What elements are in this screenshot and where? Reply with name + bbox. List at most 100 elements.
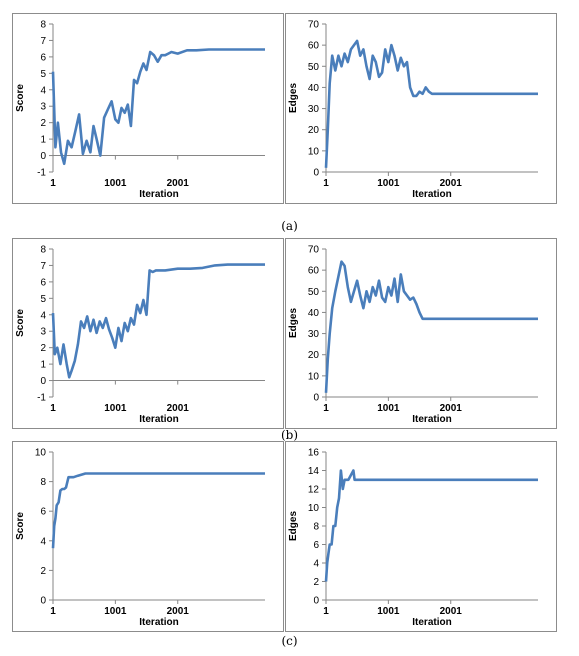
y-tick-label: 50 bbox=[308, 287, 320, 298]
y-axis-title: Edges bbox=[288, 83, 299, 113]
y-tick-label: 1 bbox=[40, 360, 46, 371]
chart-panel-4: 0 2 4 6 8 10 1 1001 2001 Iteration Score bbox=[12, 441, 284, 632]
y-tick-label: 6 bbox=[40, 277, 46, 288]
x-tick-label: 1001 bbox=[377, 606, 400, 617]
y-tick-label: 0 bbox=[313, 393, 319, 404]
y-tick-label: 60 bbox=[308, 266, 320, 277]
chart-panel-1: 0 10 20 30 40 50 60 70 1 1001 2001 Iteration Edges bbox=[285, 13, 557, 204]
y-tick-label: 0 bbox=[40, 151, 46, 162]
y-tick-label: 6 bbox=[313, 540, 319, 551]
y-tick-label: 5 bbox=[40, 294, 46, 305]
y-tick-label: 10 bbox=[308, 371, 320, 382]
series-line-0 bbox=[324, 469, 538, 582]
series-line-0 bbox=[51, 263, 265, 379]
y-tick-label: -1 bbox=[37, 393, 46, 404]
x-tick-label: 2001 bbox=[167, 403, 190, 414]
y-tick-label: 1 bbox=[40, 135, 46, 146]
y-tick-label: 20 bbox=[308, 350, 320, 361]
series-line-0 bbox=[51, 48, 265, 166]
y-tick-label: 7 bbox=[40, 36, 46, 47]
y-tick-label: 8 bbox=[40, 245, 46, 256]
y-tick-label: 3 bbox=[40, 327, 46, 338]
y-tick-label: 2 bbox=[313, 577, 319, 588]
y-tick-label: 7 bbox=[40, 261, 46, 272]
y-tick-label: 8 bbox=[313, 522, 319, 533]
y-tick-label: 4 bbox=[313, 559, 319, 570]
y-tick-label: 4 bbox=[40, 85, 46, 96]
y-tick-label: 14 bbox=[308, 466, 320, 477]
x-tick-label: 1001 bbox=[377, 403, 400, 414]
y-tick-label: 30 bbox=[308, 329, 320, 340]
y-tick-label: 2 bbox=[40, 343, 46, 354]
x-tick-label: 2001 bbox=[167, 178, 190, 189]
x-tick-label: 1001 bbox=[104, 403, 127, 414]
y-tick-label: 3 bbox=[40, 102, 46, 113]
chart-panel-0: -1 0 1 2 3 4 5 6 7 8 1 1001 2001 Iteration Score bbox=[12, 13, 284, 204]
y-tick-label: 6 bbox=[40, 507, 46, 518]
y-tick-label: 0 bbox=[40, 376, 46, 387]
x-axis-title: Iteration bbox=[139, 414, 178, 425]
x-tick-label: 1001 bbox=[104, 178, 127, 189]
y-tick-label: 70 bbox=[308, 245, 320, 256]
y-tick-label: 2 bbox=[40, 118, 46, 129]
y-axis-title: Score bbox=[15, 309, 26, 337]
y-tick-label: 30 bbox=[308, 104, 320, 115]
y-tick-label: 5 bbox=[40, 69, 46, 80]
y-axis-title: Edges bbox=[288, 308, 299, 338]
caption-a: (a) bbox=[281, 219, 298, 233]
y-tick-label: 0 bbox=[313, 596, 319, 607]
x-axis-title: Iteration bbox=[412, 414, 451, 425]
y-tick-label: 60 bbox=[308, 41, 320, 52]
series-line-0 bbox=[51, 472, 265, 549]
y-tick-label: 40 bbox=[308, 83, 320, 94]
x-tick-label: 1 bbox=[323, 178, 329, 189]
series-line-0 bbox=[324, 260, 538, 393]
y-tick-label: 20 bbox=[308, 125, 320, 136]
y-axis-title: Edges bbox=[288, 511, 299, 541]
x-tick-label: 2001 bbox=[440, 178, 463, 189]
y-tick-label: 0 bbox=[313, 168, 319, 179]
x-axis-title: Iteration bbox=[412, 617, 451, 628]
series-line-0 bbox=[324, 39, 538, 168]
x-tick-label: 1 bbox=[50, 606, 56, 617]
x-tick-label: 1 bbox=[50, 403, 56, 414]
chart-panel-2: -1 0 1 2 3 4 5 6 7 8 1 1001 2001 Iteration Score bbox=[12, 238, 284, 429]
x-tick-label: 1 bbox=[50, 178, 56, 189]
y-tick-label: 16 bbox=[308, 448, 320, 459]
y-tick-label: 4 bbox=[40, 536, 46, 547]
y-tick-label: 70 bbox=[308, 20, 320, 31]
chart-panel-5: 0 2 4 6 8 10 12 14 16 1 1001 2001 Iteration Edges bbox=[285, 441, 557, 632]
y-tick-label: 10 bbox=[308, 146, 320, 157]
x-tick-label: 1 bbox=[323, 606, 329, 617]
y-tick-label: 10 bbox=[35, 448, 47, 459]
y-tick-label: 8 bbox=[40, 477, 46, 488]
y-axis-title: Score bbox=[15, 512, 26, 540]
y-tick-label: 10 bbox=[308, 503, 320, 514]
x-axis-title: Iteration bbox=[412, 189, 451, 200]
caption-c: (c) bbox=[281, 634, 298, 648]
y-tick-label: 8 bbox=[40, 20, 46, 31]
x-axis-title: Iteration bbox=[139, 617, 178, 628]
x-tick-label: 1001 bbox=[104, 606, 127, 617]
y-tick-label: 4 bbox=[40, 310, 46, 321]
y-tick-label: 6 bbox=[40, 52, 46, 63]
y-tick-label: 40 bbox=[308, 308, 320, 319]
y-tick-label: 50 bbox=[308, 62, 320, 73]
x-tick-label: 1001 bbox=[377, 178, 400, 189]
x-tick-label: 2001 bbox=[440, 606, 463, 617]
caption-b: (b) bbox=[280, 428, 299, 442]
y-tick-label: -1 bbox=[37, 168, 46, 179]
x-tick-label: 1 bbox=[323, 403, 329, 414]
y-axis-title: Score bbox=[15, 84, 26, 112]
y-tick-label: 0 bbox=[40, 596, 46, 607]
x-axis-title: Iteration bbox=[139, 189, 178, 200]
y-tick-label: 2 bbox=[40, 566, 46, 577]
chart-panel-3: 0 10 20 30 40 50 60 70 1 1001 2001 Iteration Edges bbox=[285, 238, 557, 429]
y-tick-label: 12 bbox=[308, 485, 320, 496]
